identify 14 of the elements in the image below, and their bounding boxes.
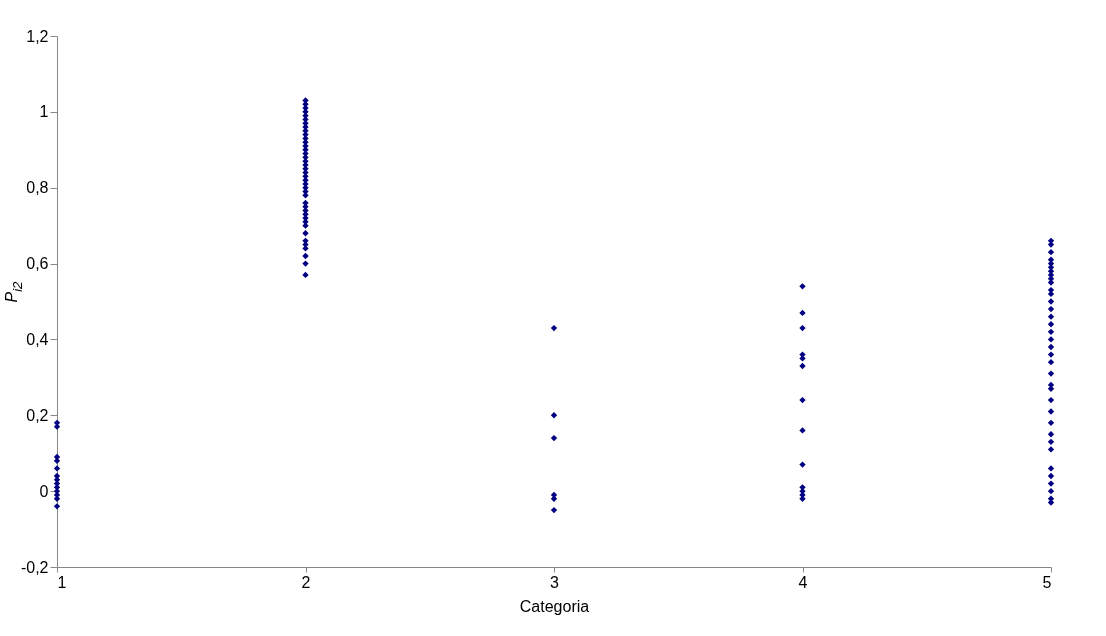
- y-tick-label: 0: [39, 482, 49, 500]
- x-tick-label: 5: [1042, 573, 1052, 591]
- x-tick-label: 2: [301, 573, 311, 591]
- y-tick-label: -0,2: [20, 558, 49, 576]
- x-axis-title: Categoria: [519, 597, 590, 615]
- x-tick-label: 1: [57, 573, 67, 591]
- x-tick-label: 3: [550, 573, 560, 591]
- x-tick-label: 4: [798, 573, 808, 591]
- y-tick-label: 0,6: [26, 255, 49, 273]
- y-tick-label: 1: [39, 103, 49, 121]
- y-tick-label: 1,2: [26, 27, 49, 45]
- y-tick-label: 0,2: [26, 406, 49, 424]
- y-tick-label: 0,4: [26, 330, 49, 348]
- y-tick-label: 0,8: [26, 179, 49, 197]
